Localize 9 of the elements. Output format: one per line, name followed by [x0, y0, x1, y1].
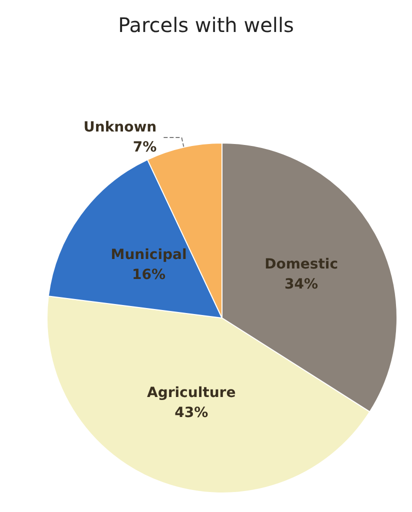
slice-label: Municipal: [110, 246, 187, 263]
slice-label: Unknown: [84, 119, 157, 136]
data-label: 34%: [284, 276, 318, 292]
slice-label: Domestic: [264, 256, 338, 272]
data-label: 43%: [174, 405, 208, 422]
chart-title: Parcels with wells: [118, 13, 294, 37]
slice-label: Agriculture: [147, 385, 236, 402]
data-label: 7%: [132, 139, 157, 156]
data-label: 16%: [132, 266, 166, 283]
